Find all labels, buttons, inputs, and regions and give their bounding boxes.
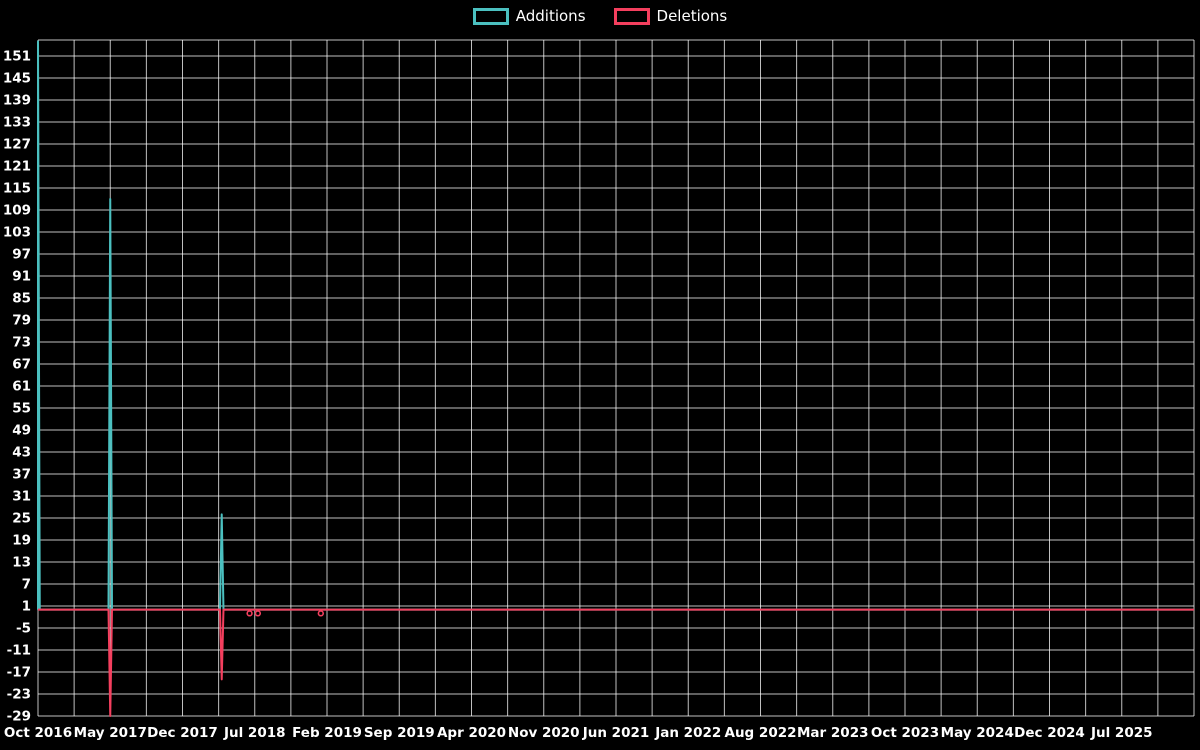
svg-text:-29: -29 (7, 709, 31, 725)
chart-legend: Additions Deletions (0, 8, 1200, 25)
deletion-dot-marker (254, 610, 262, 617)
svg-text:25: 25 (12, 511, 31, 527)
svg-text:151: 151 (3, 49, 31, 65)
legend-label-additions: Additions (515, 7, 586, 25)
series-additions (37, 40, 1194, 611)
svg-text:Jul 2018: Jul 2018 (223, 725, 286, 741)
additions-swatch-icon (472, 8, 509, 25)
svg-text:Sep 2019: Sep 2019 (364, 725, 435, 741)
svg-text:1: 1 (22, 599, 31, 615)
svg-text:139: 139 (3, 93, 31, 109)
svg-text:55: 55 (12, 401, 31, 417)
svg-text:97: 97 (12, 247, 31, 263)
svg-text:43: 43 (12, 445, 31, 461)
svg-text:May 2024: May 2024 (941, 725, 1014, 741)
svg-text:Jul 2025: Jul 2025 (1090, 725, 1153, 741)
svg-text:103: 103 (3, 225, 31, 241)
deletions-swatch-icon (613, 8, 650, 25)
svg-text:67: 67 (12, 357, 31, 373)
svg-text:May 2017: May 2017 (74, 725, 147, 741)
svg-text:Nov 2020: Nov 2020 (508, 725, 580, 741)
svg-text:Feb 2019: Feb 2019 (292, 725, 362, 741)
svg-text:Oct 2016: Oct 2016 (4, 725, 72, 741)
svg-text:-5: -5 (16, 621, 31, 637)
svg-text:Dec 2024: Dec 2024 (1014, 725, 1085, 741)
legend-item-additions[interactable]: Additions (472, 7, 586, 25)
svg-text:-23: -23 (7, 687, 31, 703)
svg-text:Jan 2022: Jan 2022 (654, 725, 721, 741)
svg-text:37: 37 (12, 467, 31, 483)
svg-text:19: 19 (12, 533, 31, 549)
svg-text:91: 91 (12, 269, 31, 285)
series-deletions (38, 608, 1194, 717)
svg-text:145: 145 (3, 71, 31, 87)
svg-text:7: 7 (22, 577, 31, 593)
svg-text:85: 85 (12, 291, 31, 307)
svg-text:Oct 2023: Oct 2023 (871, 725, 939, 741)
svg-text:-11: -11 (7, 643, 31, 659)
svg-text:31: 31 (12, 489, 31, 505)
svg-text:Aug 2022: Aug 2022 (725, 725, 797, 741)
deletion-dot-marker (317, 610, 325, 617)
svg-text:Dec 2017: Dec 2017 (147, 725, 218, 741)
x-axis-tick-labels: Oct 2016 May 2017 Dec 2017 Jul 2018 Feb 2019… (4, 725, 1153, 741)
legend-label-deletions: Deletions (656, 7, 728, 25)
svg-text:79: 79 (12, 313, 31, 329)
svg-text:109: 109 (3, 203, 31, 219)
svg-text:Mar 2023: Mar 2023 (797, 725, 868, 741)
svg-text:61: 61 (12, 379, 31, 395)
svg-text:Jun 2021: Jun 2021 (582, 725, 650, 741)
deletion-dot-marker (246, 610, 253, 617)
svg-text:121: 121 (3, 159, 31, 175)
y-axis-tick-labels: 151 145 139 133 127 121 115 109 103 97 91 85 79 73 67 6… (3, 49, 31, 725)
svg-text:127: 127 (3, 137, 31, 153)
legend-item-deletions[interactable]: Deletions (613, 7, 728, 25)
svg-text:115: 115 (3, 181, 31, 197)
svg-text:Apr 2020: Apr 2020 (437, 725, 506, 741)
gridlines (37, 39, 1195, 717)
svg-text:-17: -17 (7, 665, 31, 681)
svg-text:133: 133 (3, 115, 31, 131)
svg-text:49: 49 (12, 423, 31, 439)
svg-text:13: 13 (12, 555, 31, 571)
svg-text:73: 73 (12, 335, 31, 351)
